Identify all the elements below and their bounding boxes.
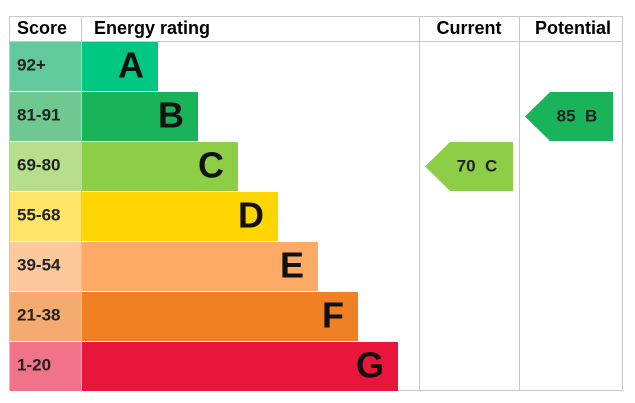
score-label: 55-68 [17,205,60,224]
potential-band: B [585,107,597,126]
rating-letter: A [118,45,144,86]
potential-value: 85 [557,107,576,126]
current-label: 70 C [457,157,498,176]
rating-bar [82,242,318,291]
score-label: 21-38 [17,305,60,324]
rating-bar [82,292,358,341]
potential-label: 85 B [557,107,598,126]
score-label: 1-20 [17,355,51,374]
header-current: Current [436,18,501,38]
rating-letter: E [280,245,304,286]
score-cell [10,342,81,391]
rating-letter: D [238,195,264,236]
rating-letter: C [198,145,224,186]
score-cell [10,92,81,141]
score-cell [10,142,81,191]
rating-letter: F [322,295,344,336]
score-cell [10,292,81,341]
score-label: 39-54 [17,255,61,274]
rating-bar [82,142,238,191]
rating-bar [82,92,198,141]
score-cell [10,192,81,241]
potential-arrow [525,92,613,141]
rating-bar [82,192,278,241]
score-cell [10,42,81,91]
current-band: C [485,157,497,176]
rating-letter: G [356,345,384,386]
header-rating: Energy rating [94,18,210,38]
rating-bar [82,342,398,391]
score-cell [10,242,81,291]
header-score: Score [17,18,67,38]
header-potential: Potential [535,18,611,38]
current-space [476,157,485,176]
potential-space [576,107,585,126]
rating-letter: B [158,95,184,136]
current-value: 70 [457,157,476,176]
current-arrow [425,142,513,191]
score-label: 69-80 [17,155,60,174]
score-label: 81-91 [17,105,60,124]
score-label: 92+ [17,55,46,74]
rating-bar [82,42,158,91]
